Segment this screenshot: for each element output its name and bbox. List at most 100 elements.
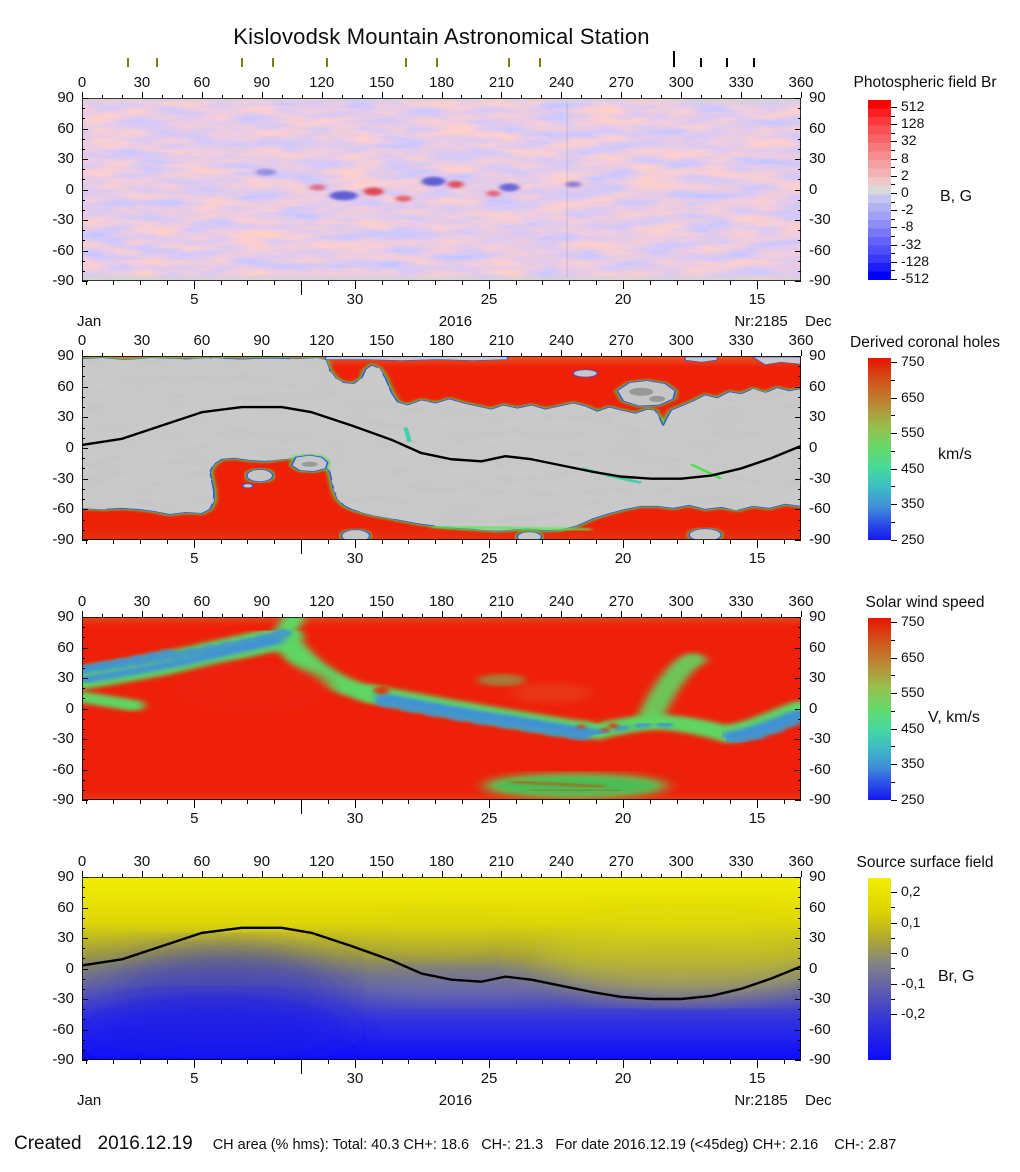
colorbar-tick (891, 261, 897, 263)
axis-tick (501, 92, 503, 98)
axis-tick (501, 611, 503, 617)
axis-tick (361, 874, 363, 877)
axis-tick (301, 614, 303, 617)
axis-tick (140, 281, 142, 285)
x-axis-label: 150 (369, 593, 395, 610)
colorbar-tick (891, 1014, 897, 1015)
lat-axis-label-left: -90 (52, 791, 74, 808)
axis-tick (435, 800, 437, 804)
rotation-label: Nr:2185 (734, 313, 788, 330)
axis-tick (798, 978, 801, 980)
axis-tick (461, 95, 463, 98)
page-title: Kislovodsk Mountain Astronomical Station (233, 24, 650, 49)
created-date: 2016.12.19 (97, 1133, 193, 1154)
start-month-label: Jan (77, 1092, 102, 1109)
axis-tick (721, 353, 723, 356)
axis-tick (274, 1060, 276, 1064)
event-tick-olive (126, 58, 129, 67)
lat-axis-label-left: 60 (57, 638, 74, 656)
axis-tick (795, 678, 801, 679)
colorbar-tick-label: 550 (901, 684, 925, 700)
lat-axis-label-right: -60 (809, 760, 831, 778)
axis-tick (166, 281, 168, 285)
lat-axis-label-left: -30 (52, 469, 74, 487)
axis-tick (82, 927, 85, 929)
lat-axis-label-right: 0 (809, 180, 818, 198)
axis-tick (408, 281, 410, 285)
colorbar-minor-tick (891, 486, 895, 488)
lat-axis-label-right: 90 (809, 868, 826, 885)
colorbar-tick (891, 468, 897, 470)
axis-tick (798, 988, 801, 990)
lat-axis-label-right: 60 (809, 377, 826, 395)
axis-tick (161, 95, 163, 98)
axis-tick (82, 779, 85, 781)
axis-tick (82, 189, 88, 191)
axis-tick (462, 281, 463, 285)
axis-tick (82, 386, 88, 388)
lat-axis-label-right: -60 (809, 500, 831, 518)
axis-tick (795, 417, 801, 419)
colorbar-minor-tick (891, 639, 895, 641)
axis-tick (408, 1060, 410, 1064)
colorbar-tick (891, 693, 897, 694)
axis-tick (201, 92, 203, 98)
axis-tick (798, 529, 801, 531)
x-axis-label: 150 (369, 74, 395, 91)
axis-tick (781, 874, 783, 877)
axis-tick (193, 800, 195, 808)
axis-tick (82, 417, 88, 419)
date-tick-label: 25 (480, 550, 498, 567)
axis-tick (421, 614, 423, 617)
axis-tick (82, 376, 85, 378)
axis-tick (261, 350, 263, 356)
axis-tick (82, 519, 85, 521)
axis-tick (86, 281, 88, 285)
axis-tick (649, 281, 651, 285)
axis-tick (798, 917, 801, 919)
axis-tick (101, 95, 103, 98)
axis-tick (795, 617, 801, 618)
date-tick-label: 5 (190, 1070, 199, 1087)
axis-tick (82, 240, 85, 242)
date-tick-label: 25 (480, 810, 498, 827)
axis-tick (783, 281, 785, 285)
axis-tick (166, 800, 168, 804)
axis-tick (757, 281, 759, 289)
axis-tick (681, 350, 683, 356)
axis-tick (281, 95, 283, 98)
lat-axis-label-right: -90 (809, 272, 831, 289)
axis-tick (82, 871, 83, 877)
axis-tick (101, 874, 103, 877)
axis-tick (220, 800, 222, 804)
axis-tick (795, 128, 801, 130)
lat-axis-label-left: -90 (52, 1051, 74, 1068)
axis-tick (435, 540, 437, 544)
colorbar-tick-label: 650 (901, 388, 925, 405)
axis-tick (541, 353, 543, 356)
x-axis-label: 30 (133, 74, 151, 91)
x-axis-label: 360 (788, 853, 814, 870)
axis-tick (542, 281, 544, 285)
colorbar-tick (891, 141, 897, 143)
lat-axis-label-left: 0 (65, 439, 74, 456)
axis-tick (121, 95, 123, 98)
axis-tick (401, 874, 403, 877)
colorbar-tick-label: 8 (901, 149, 909, 166)
colorbar-minor-tick (891, 937, 895, 939)
axis-tick (82, 148, 85, 150)
axis-tick (596, 1060, 598, 1064)
colorbar-tick (891, 210, 897, 212)
colorbar-minor-tick (891, 115, 895, 117)
colorbar-tick-label: 128 (901, 115, 925, 132)
axis-tick (730, 281, 732, 285)
axis-tick (701, 353, 703, 356)
colorbar-tick-label: -0,2 (901, 1005, 926, 1021)
axis-tick (82, 396, 85, 398)
footer-status-line: Created 2016.12.19 CH area (% hms): Total:… (14, 1133, 896, 1155)
colorbar-tick (891, 158, 897, 160)
axis-tick (798, 948, 801, 950)
lat-axis-label-right: 30 (809, 408, 826, 426)
axis-tick (721, 95, 723, 98)
axis-tick (327, 281, 329, 285)
